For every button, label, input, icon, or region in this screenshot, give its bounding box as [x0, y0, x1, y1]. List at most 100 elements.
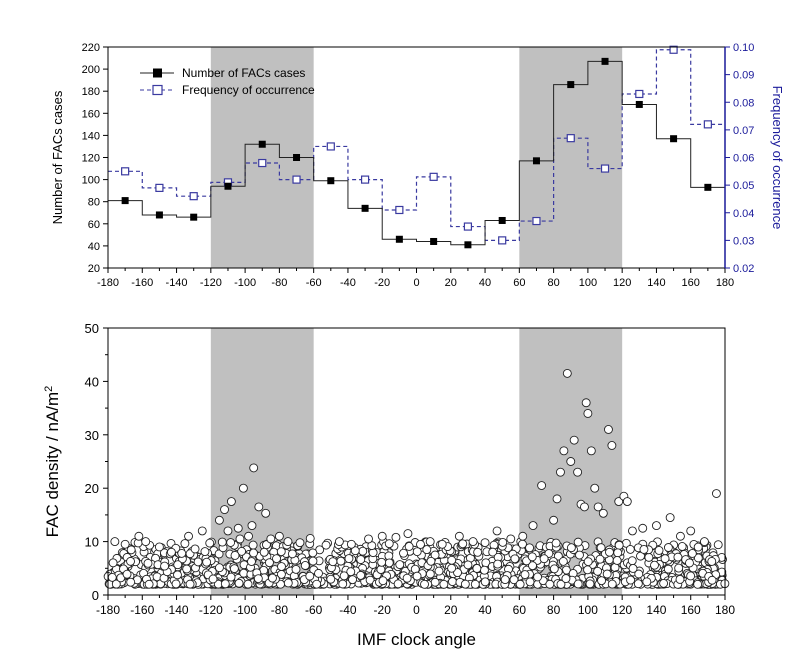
scatter-point	[420, 579, 429, 589]
top-y-tick-label: 80	[88, 197, 100, 209]
scatter-point	[583, 565, 593, 575]
scatter-point	[693, 579, 703, 589]
top-x-axis-ticks: -180 -160 -140 -120 -100 -80 -60 -40 -20 0 20 40 60 8…	[97, 268, 734, 289]
scatter-point	[509, 575, 519, 585]
scatter-point	[545, 579, 555, 589]
bottom-x-axis-ticks: -180 -160 -140 -120 -100 -80 -60 -40 -20 0 20 40 60 8…	[96, 595, 735, 617]
scatter-point	[346, 539, 356, 549]
scatter-point	[377, 531, 387, 541]
scatter-point	[660, 554, 670, 564]
top-x-tick-label: 100	[579, 277, 597, 289]
scatter-point	[447, 555, 457, 565]
facs-count-marker	[224, 182, 232, 190]
scatter-point	[243, 579, 253, 589]
bottom-y-tick-label: 50	[85, 321, 99, 336]
scatter-point	[283, 537, 293, 547]
scatter-point	[473, 547, 483, 557]
scatter-point	[254, 502, 264, 512]
legend-marker-frequency	[152, 84, 163, 96]
scatter-point	[590, 483, 600, 493]
scatter-point	[628, 564, 638, 573]
bottom-x-tick-label: 100	[578, 603, 598, 617]
scatter-point	[520, 570, 530, 580]
scatter-point	[173, 560, 183, 570]
scatter-point	[356, 555, 366, 565]
top-x-tick-label: -60	[306, 277, 322, 289]
scatter-point	[214, 515, 224, 525]
facs-count-marker	[532, 157, 540, 165]
scatter-point	[533, 572, 543, 582]
scatter-point	[633, 579, 643, 589]
bottom-x-tick-label: 120	[612, 603, 632, 617]
scatter-point	[454, 531, 464, 541]
scatter-point	[453, 568, 462, 578]
scatter-point	[673, 552, 683, 562]
scatter-point	[416, 539, 425, 549]
scatter-point	[126, 556, 135, 566]
bottom-x-tick-label: -120	[199, 603, 223, 617]
legend-label-facs: Number of FACs cases	[182, 66, 305, 80]
scatter-point	[472, 564, 482, 573]
facs-count-marker	[464, 241, 472, 249]
scatter-point	[120, 539, 130, 549]
scatter-point	[144, 579, 154, 589]
scatter-point	[266, 534, 276, 544]
scatter-point	[291, 564, 301, 574]
top-y-tick-label: 40	[88, 241, 100, 253]
top-x-tick-label: -140	[166, 277, 188, 289]
top-right-y-axis-ticks: 0.02 0.03 0.04 0.05 0.06 0.07 0.08 0.09 0.10	[724, 42, 754, 275]
scatter-point	[515, 579, 525, 589]
scatter-point	[659, 578, 669, 588]
scatter-point	[171, 579, 181, 589]
scatter-point	[470, 579, 480, 589]
scatter-point	[238, 483, 248, 493]
top-y-tick-label: 20	[88, 263, 100, 275]
top-x-tick-label: 20	[445, 277, 457, 289]
frequency-marker	[532, 216, 541, 226]
scatter-point	[693, 542, 703, 552]
scatter-point	[249, 548, 258, 558]
scatter-point	[336, 556, 346, 566]
scatter-point	[233, 523, 243, 533]
facs-count-marker	[635, 100, 643, 108]
bottom-x-tick-label: -20	[374, 603, 392, 617]
bottom-x-tick-label: 0	[413, 603, 420, 617]
bottom-x-tick-label: -100	[233, 603, 257, 617]
top-y2-tick-label: 0.05	[733, 180, 754, 192]
scatter-point	[468, 537, 478, 547]
scatter-point	[226, 538, 236, 547]
top-x-tick-label: 80	[547, 277, 559, 289]
bottom-y-tick-label: 20	[85, 481, 99, 496]
scatter-point	[223, 526, 233, 536]
scatter-point	[549, 564, 559, 574]
facs-count-marker	[498, 216, 506, 224]
scatter-point	[593, 502, 603, 512]
scatter-point	[300, 561, 310, 570]
scatter-point	[528, 561, 537, 571]
bottom-panel: -180 -160 -140 -120 -100 -80 -60 -40 -20 0 20 40 60 8…	[43, 321, 735, 649]
scatter-point	[693, 553, 703, 563]
frequency-marker	[292, 175, 301, 184]
scatter-point	[613, 548, 623, 558]
frequency-marker	[703, 120, 712, 129]
scatter-point	[628, 526, 637, 536]
bottom-x-tick-label: 40	[478, 603, 492, 617]
facs-count-marker	[704, 183, 712, 191]
scatter-point	[253, 574, 263, 584]
scatter-point	[295, 538, 305, 548]
bottom-y-axis-label-text: FAC density / nA/m	[43, 392, 62, 538]
scatter-point	[259, 547, 269, 557]
bottom-y-tick-label: 40	[85, 374, 99, 389]
frequency-marker	[121, 167, 130, 176]
scatter-point	[626, 575, 636, 585]
scatter-point	[274, 531, 284, 541]
scatter-point	[134, 531, 144, 541]
scatter-point	[593, 566, 603, 576]
scatter-point	[699, 537, 709, 547]
bottom-x-tick-label: -80	[271, 603, 289, 617]
scatter-point	[614, 540, 624, 550]
top-x-tick-label: -100	[234, 277, 256, 289]
scatter-point	[182, 564, 192, 574]
scatter-point	[707, 575, 717, 585]
